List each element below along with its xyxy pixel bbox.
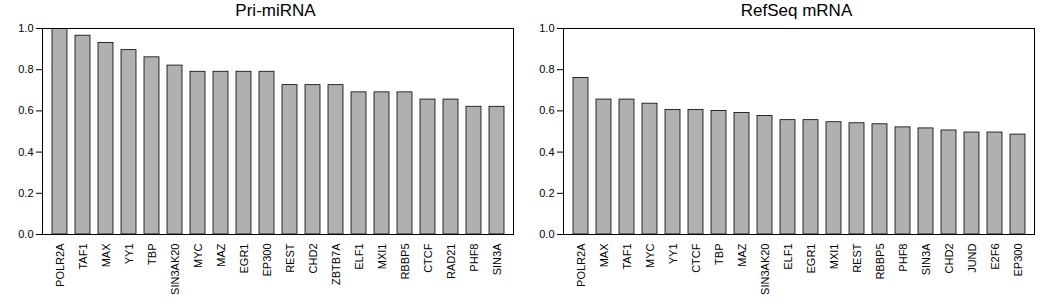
- svg-text:JUND: JUND: [966, 243, 978, 272]
- svg-text:0.4: 0.4: [18, 146, 33, 158]
- svg-text:EGR1: EGR1: [238, 244, 250, 274]
- svg-text:0.2: 0.2: [18, 187, 33, 199]
- svg-text:MYC: MYC: [192, 243, 204, 268]
- svg-text:MXI1: MXI1: [376, 244, 388, 270]
- svg-text:PHF8: PHF8: [897, 244, 909, 272]
- svg-text:CTCF: CTCF: [690, 243, 702, 273]
- svg-text:0.6: 0.6: [539, 104, 554, 116]
- svg-text:POLR2A: POLR2A: [575, 243, 587, 287]
- svg-text:MAZ: MAZ: [736, 243, 748, 267]
- svg-text:E2F6: E2F6: [989, 244, 1001, 270]
- html-text:Pri-miRNA: Pri-miRNA: [235, 1, 316, 20]
- svg-text:CTCF: CTCF: [422, 243, 434, 273]
- svg-text:SIN3A: SIN3A: [491, 243, 503, 275]
- svg-text:TAF1: TAF1: [77, 244, 89, 270]
- svg-text:SIN3AK20: SIN3AK20: [759, 244, 771, 295]
- svg-text:REST: REST: [284, 243, 296, 273]
- svg-text:MAX: MAX: [100, 243, 112, 268]
- svg-text:EP300: EP300: [261, 244, 273, 277]
- svg-text:POLR2A: POLR2A: [54, 243, 66, 287]
- svg-text:YY1: YY1: [667, 244, 679, 265]
- svg-text:TBP: TBP: [713, 244, 725, 265]
- svg-text:REST: REST: [851, 243, 863, 273]
- svg-text:0.8: 0.8: [18, 63, 33, 75]
- svg-text:MAZ: MAZ: [215, 243, 227, 267]
- svg-text:MXI1: MXI1: [828, 244, 840, 270]
- svg-text:TBP: TBP: [146, 244, 158, 265]
- svg-text:CHD2: CHD2: [943, 244, 955, 274]
- svg-text:1.0: 1.0: [539, 22, 554, 34]
- svg-text:YY1: YY1: [123, 244, 135, 265]
- svg-text:0.0: 0.0: [18, 228, 33, 240]
- svg-text:RBBP5: RBBP5: [874, 244, 886, 280]
- svg-text:1.0: 1.0: [18, 22, 33, 34]
- svg-text:ELF1: ELF1: [782, 244, 794, 270]
- svg-text:PHF8: PHF8: [468, 244, 480, 272]
- html-text:RefSeq mRNA: RefSeq mRNA: [740, 1, 853, 20]
- svg-text:0.6: 0.6: [18, 104, 33, 116]
- svg-text:0.2: 0.2: [539, 187, 554, 199]
- svg-text:RBBP5: RBBP5: [399, 244, 411, 280]
- svg-text:RAD21: RAD21: [445, 244, 457, 279]
- svg-text:0.8: 0.8: [539, 63, 554, 75]
- svg-text:CHD2: CHD2: [307, 244, 319, 274]
- svg-text:SIN3A: SIN3A: [920, 243, 932, 275]
- svg-text:EP300: EP300: [1012, 244, 1024, 277]
- svg-text:MYC: MYC: [644, 243, 656, 268]
- svg-text:ZBTB7A: ZBTB7A: [330, 243, 342, 285]
- svg-text:MAX: MAX: [598, 243, 610, 268]
- svg-text:0.0: 0.0: [539, 228, 554, 240]
- svg-text:ELF1: ELF1: [353, 244, 365, 270]
- svg-text:0.4: 0.4: [539, 146, 554, 158]
- svg-text:EGR1: EGR1: [805, 244, 817, 274]
- svg-text:SIN3AK20: SIN3AK20: [169, 244, 181, 295]
- svg-text:TAF1: TAF1: [621, 244, 633, 270]
